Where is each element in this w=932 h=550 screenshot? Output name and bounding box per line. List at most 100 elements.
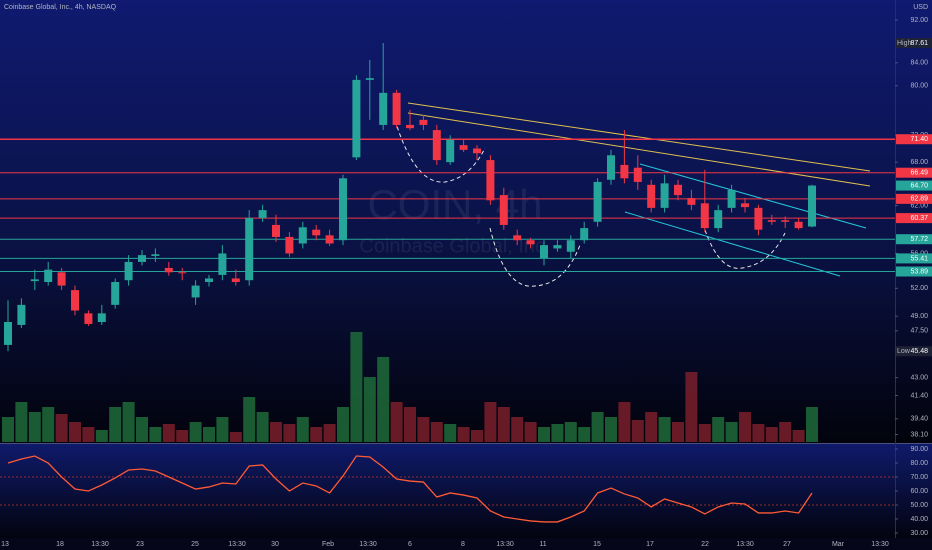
- channel-line: [624, 211, 841, 277]
- candle-body: [379, 92, 388, 125]
- time-label: 22: [701, 541, 709, 548]
- candle-body: [714, 210, 723, 229]
- cup-curve: [704, 229, 786, 269]
- candle-body: [205, 278, 213, 282]
- watermark-subtitle: Coinbase Global, Inc.: [359, 235, 550, 257]
- candle-body: [97, 313, 106, 323]
- candle-body: [499, 195, 508, 225]
- marker-name: High: [897, 40, 912, 47]
- volume-bar: [229, 432, 242, 442]
- candle-body: [486, 160, 495, 201]
- volume-bar: [82, 427, 95, 442]
- candle-body: [245, 217, 254, 281]
- candle-body: [138, 255, 146, 262]
- volume-bar: [95, 430, 108, 442]
- channel-line: [639, 163, 867, 229]
- marker-box: [896, 38, 932, 49]
- candle-body: [446, 139, 455, 163]
- candle-body: [419, 119, 428, 125]
- time-label: Feb: [322, 541, 334, 548]
- volume-bar: [765, 427, 778, 442]
- y-tick-label: 84.00: [910, 60, 928, 67]
- watermark: COIN, 4h: [367, 181, 542, 228]
- candle-body: [553, 245, 562, 249]
- candle-body: [164, 267, 173, 273]
- time-label: 17: [646, 541, 654, 548]
- volume-bar: [618, 402, 631, 442]
- candle-body: [647, 184, 656, 208]
- candle-body: [71, 290, 79, 311]
- volume-bar: [243, 397, 256, 442]
- time-label: 8: [461, 541, 465, 548]
- volume-bar: [631, 420, 644, 442]
- candle-body: [794, 221, 803, 229]
- trend-line: [407, 102, 871, 172]
- volume-bar: [216, 417, 229, 442]
- candle-body: [30, 279, 39, 282]
- candle-body: [513, 235, 522, 241]
- candle-body: [365, 78, 374, 80]
- volume-bar: [685, 372, 698, 442]
- volume-bar: [417, 417, 430, 442]
- volume-bar: [136, 417, 148, 442]
- price-label-box: [896, 193, 932, 204]
- candle-body: [406, 124, 414, 129]
- candle-body: [258, 210, 267, 218]
- y-tick-label: 52.00: [910, 285, 928, 292]
- marker-value: 45.48: [910, 348, 928, 355]
- candle-body: [593, 181, 602, 222]
- volume-bar: [698, 424, 711, 442]
- volume-bar: [296, 417, 309, 442]
- candle-body: [4, 322, 12, 345]
- volume-bar: [430, 422, 443, 442]
- volume-bar: [69, 422, 81, 442]
- y-tick-label: 39.40: [910, 416, 928, 423]
- volume-bar: [524, 422, 537, 442]
- candle-body: [151, 254, 160, 256]
- candle-body: [312, 229, 321, 236]
- rsi-tick-label: 90.00: [910, 446, 928, 453]
- candle-body: [741, 203, 749, 208]
- drawings: [394, 102, 871, 287]
- volume-bar: [511, 417, 524, 442]
- volume-bar: [270, 422, 282, 442]
- volume-bar: [55, 414, 68, 442]
- rsi-tick-label: 40.00: [910, 516, 928, 523]
- volume-bar: [497, 407, 510, 442]
- currency: USD: [913, 4, 928, 11]
- last-price-box: [896, 180, 932, 191]
- time-label: 13:30: [871, 541, 889, 548]
- rsi-pane: [0, 444, 932, 538]
- price-label-box: [896, 234, 932, 245]
- volume-bar: [591, 412, 604, 442]
- time-label: 13:30: [91, 541, 109, 548]
- time-label: 13: [1, 541, 9, 548]
- candle-body: [754, 207, 763, 230]
- volume-bar: [42, 407, 55, 442]
- candle-body: [473, 148, 481, 154]
- candle-body: [111, 281, 120, 305]
- volume: [2, 332, 818, 442]
- volume-bar: [672, 422, 684, 442]
- volume-bar: [645, 412, 658, 442]
- time-label: 23: [136, 541, 144, 548]
- volume-bar: [176, 430, 189, 442]
- volume-bar: [15, 402, 28, 442]
- last-price-label: 64.70: [910, 182, 928, 189]
- volume-bar: [189, 422, 202, 442]
- candle-body: [607, 155, 615, 180]
- candle-body: [44, 269, 53, 282]
- volume-bar: [283, 424, 296, 442]
- volume-bar: [2, 417, 14, 442]
- marker-value: 87.61: [910, 40, 928, 47]
- candle-body: [178, 272, 187, 274]
- price-line-label: 60.37: [910, 215, 928, 222]
- trend-line: [407, 112, 871, 187]
- volume-bar: [149, 427, 162, 442]
- y-tick-label: 43.00: [910, 374, 928, 381]
- rsi-tick-label: 60.00: [910, 488, 928, 495]
- volume-bar: [457, 427, 470, 442]
- candle-body: [124, 261, 133, 281]
- rsi-tick-label: 50.00: [910, 502, 928, 509]
